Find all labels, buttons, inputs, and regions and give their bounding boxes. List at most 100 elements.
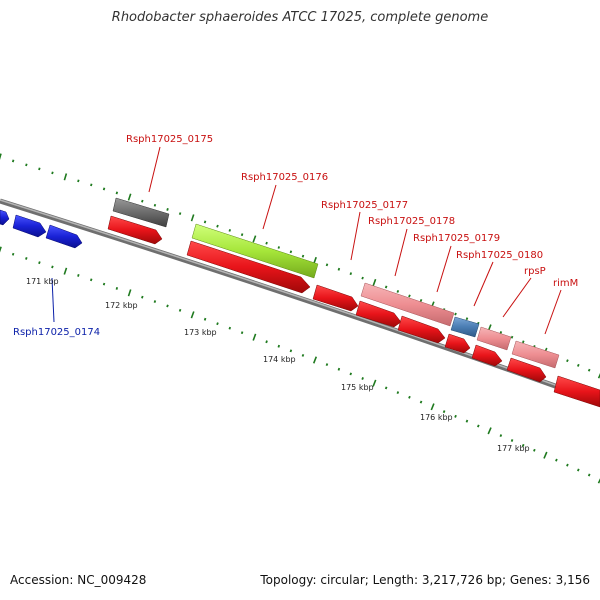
ring-tick (190, 311, 195, 319)
feature-steel-0179[interactable] (450, 316, 480, 338)
gene-label-rsph17025-0177[interactable]: Rsph17025_0177 (321, 200, 408, 211)
tick-label-176: 176 kbp (420, 413, 453, 422)
ring-tick (89, 278, 93, 282)
tick-label-175: 175 kbp (341, 383, 374, 392)
ring-tick (312, 356, 318, 364)
cds-red-0180[interactable] (471, 344, 503, 367)
ring-tick (361, 276, 364, 280)
ring-tick (115, 287, 119, 290)
genome-summary: Topology: circular; Length: 3,217,726 bp… (260, 573, 590, 587)
cds-red-0177[interactable] (312, 284, 359, 312)
gene-label-rsph17025-0176[interactable]: Rsph17025_0176 (241, 172, 328, 183)
ring-tick (11, 252, 15, 256)
ring-tick (465, 317, 469, 321)
ring-tick (153, 300, 157, 303)
ring-tick (153, 203, 157, 207)
ring-tick (228, 326, 232, 330)
ring-tick (63, 173, 68, 181)
cds-red-0175[interactable] (107, 215, 163, 245)
feature-pink-0180[interactable] (476, 326, 512, 351)
ring-tick (510, 335, 514, 339)
ring-tick (325, 363, 329, 367)
ring-tick (325, 263, 329, 267)
gene-label-rpsp[interactable]: rpsP (524, 266, 546, 277)
ring-tick (487, 427, 492, 435)
cds-red-rimM[interactable] (553, 375, 600, 408)
ring-tick (166, 208, 169, 211)
ring-tick (127, 193, 132, 201)
ring-tick (102, 187, 106, 191)
ring-tick (25, 257, 28, 260)
ring-tick (419, 400, 423, 404)
cds-red-0178b[interactable] (397, 315, 446, 344)
cds-red-0178[interactable] (355, 300, 402, 328)
gene-label-rimm[interactable]: rimM (553, 278, 578, 289)
ring-tick (90, 183, 93, 187)
gene-label-rsph17025-0180[interactable]: Rsph17025_0180 (456, 250, 543, 261)
ring-tick (115, 191, 119, 195)
ring-tick (51, 171, 54, 175)
ring-tick (301, 353, 305, 357)
ring-tick (0, 246, 2, 253)
ring-tick (178, 308, 182, 312)
tick-label-177: 177 kbp (497, 444, 530, 453)
leader-rimM (544, 289, 562, 335)
feature-green-0176[interactable] (191, 223, 319, 279)
ring-tick (51, 265, 54, 269)
inner-dotted-ring (0, 246, 600, 484)
ring-tick (0, 153, 2, 160)
gene-label-rsph17025-0178[interactable]: Rsph17025_0178 (368, 216, 455, 227)
leader-0178 (394, 228, 408, 277)
ring-tick (203, 317, 207, 321)
gene-label-rsph17025-0174[interactable]: Rsph17025_0174 (13, 327, 100, 338)
ring-tick (408, 294, 411, 298)
ring-tick (141, 199, 144, 203)
feature-pink-rpsP[interactable] (511, 340, 560, 369)
cds-red-0176[interactable] (186, 240, 311, 294)
ring-tick (289, 250, 293, 254)
feature-gray-0175[interactable] (112, 197, 170, 228)
ring-tick (228, 228, 232, 232)
ring-tick (216, 224, 219, 228)
ring-tick (384, 285, 388, 289)
cds-blue-1[interactable] (0, 209, 10, 226)
ring-tick (476, 424, 480, 428)
ring-tick (216, 322, 219, 326)
ring-tick (587, 368, 591, 372)
ring-tick (543, 451, 548, 459)
cds-red-rpsP[interactable] (506, 357, 547, 383)
map-title: Rhodobacter sphaeroides ATCC 17025, comp… (111, 10, 489, 25)
ring-tick (349, 272, 353, 276)
ring-tick (576, 468, 580, 472)
ring-tick (396, 289, 400, 293)
ring-tick (77, 274, 80, 277)
cds-blue-2[interactable] (12, 214, 47, 238)
ring-tick (555, 458, 558, 462)
accession-label: Accession: NC_009428 (10, 573, 147, 587)
cds-red-0179[interactable] (444, 333, 471, 354)
gene-label-rsph17025-0179[interactable]: Rsph17025_0179 (413, 233, 500, 244)
gene-label-rsph17025-0175[interactable]: Rsph17025_0175 (126, 134, 213, 145)
ring-tick (384, 386, 388, 390)
ring-tick (166, 304, 169, 308)
ring-tick (396, 391, 400, 395)
leader-0176 (262, 184, 277, 230)
cds-blue-3[interactable] (45, 224, 83, 249)
leader-0175 (148, 146, 161, 193)
ring-tick (63, 267, 68, 275)
ring-tick (240, 331, 244, 335)
ring-tick (277, 246, 281, 249)
ring-tick (521, 443, 525, 447)
ring-tick (430, 403, 435, 411)
ring-tick (372, 379, 377, 387)
ring-tick (102, 282, 106, 286)
ring-tick (521, 340, 525, 344)
ring-tick (576, 363, 580, 367)
ring-tick (289, 349, 293, 353)
ring-tick (337, 367, 341, 371)
feature-pink-0177-0178[interactable] (360, 282, 455, 327)
ring-tick (25, 163, 28, 167)
ring-tick (190, 214, 195, 222)
ring-tick (141, 295, 144, 299)
